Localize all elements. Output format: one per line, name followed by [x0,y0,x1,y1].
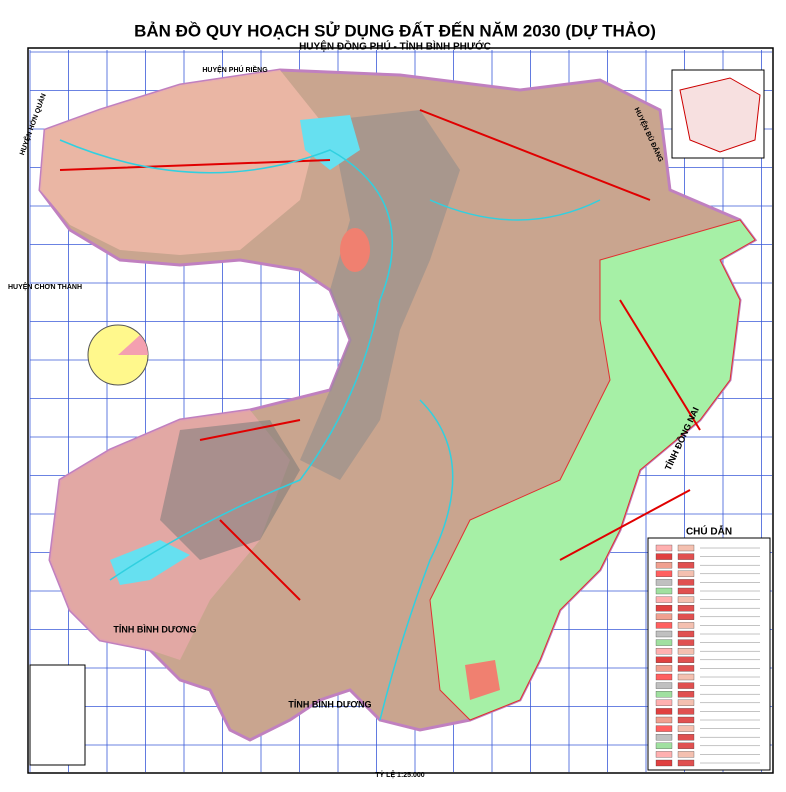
legend-swatch [655,596,673,603]
legend-swatch [655,553,673,560]
legend-swatch [655,630,673,638]
legend-swatch [655,665,673,672]
legend-swatch [655,656,673,663]
legend-swatch [655,579,673,586]
legend-swatch [677,708,695,715]
land-parcel [465,660,500,700]
region-label: TỈNH BÌNH DƯƠNG [288,698,371,709]
legend-swatch [677,596,695,603]
legend-swatch [677,699,695,706]
lake [110,540,190,585]
legend-swatch [677,587,695,595]
southwest-industrial-zone [160,420,300,560]
region-label: TỈNH BÌNH DƯƠNG [113,623,196,634]
central-industrial-zone [300,110,460,480]
legend-swatch [677,673,695,681]
river [379,199,601,721]
sub-legend-box [29,664,86,766]
map-frame [27,47,774,774]
legend-swatch [677,682,695,689]
legend-swatch [677,544,695,552]
map-subtitle: HUYỆN ĐỒNG PHÚ - TỈNH BÌNH PHƯỚC [299,40,491,53]
legend-swatch [677,579,695,586]
road [59,109,701,601]
legend-swatch [677,648,695,655]
legend-swatch [655,699,673,706]
legend-swatch [655,544,673,552]
east-forest-zone [429,219,756,721]
legend-title: CHÚ DẪN [686,525,732,538]
legend-swatch [677,553,695,560]
legend-swatch [677,665,695,672]
legend-swatch [655,639,673,646]
legend-swatch [677,751,695,758]
region-label: HUYỆN PHÚ RIỀNG [202,64,268,74]
inset-map [679,77,761,153]
legend-swatch [655,570,673,577]
legend-swatch [677,639,695,646]
north-residential-zone [40,70,320,255]
legend-swatch [655,673,673,681]
legend-swatch [655,562,673,569]
legend-swatch [677,605,695,612]
legend-swatch [677,759,695,767]
legend-swatch [655,716,673,724]
legend-swatch [677,630,695,638]
map-title: BẢN ĐỒ QUY HOẠCH SỬ DỤNG ĐẤT ĐẾN NĂM 203… [134,21,656,40]
legend-swatch [655,708,673,715]
legend-swatch [655,622,673,629]
legend-swatch [655,742,673,749]
lake [300,115,360,170]
legend-swatch [677,734,695,741]
legend-swatch [677,656,695,663]
legend-swatch [677,622,695,629]
legend-swatch [655,691,673,698]
legend-rows [655,544,760,767]
legend-swatch [677,725,695,732]
legend-swatch [655,734,673,741]
pie-diagram-wedge [118,335,148,355]
land-parcel [340,228,370,272]
legend-swatch [655,648,673,655]
legend-swatch [655,682,673,689]
scale-label: TỶ LỆ 1:25.000 [375,770,425,779]
legend-swatch [677,570,695,577]
region-label: HUYỆN CHƠN THÀNH [8,282,82,291]
legend-swatch [655,605,673,612]
rivers [59,139,601,721]
legend-swatch [655,751,673,758]
legend-swatch [655,587,673,595]
roads [59,109,701,601]
legend-swatch [677,613,695,620]
legend-swatch [655,725,673,732]
legend-swatch [655,613,673,620]
legend-swatch [655,759,673,767]
legend-swatch [677,716,695,724]
legend-swatch [677,562,695,569]
legend-swatch [677,742,695,749]
legend-swatch [677,691,695,698]
river [59,139,393,581]
